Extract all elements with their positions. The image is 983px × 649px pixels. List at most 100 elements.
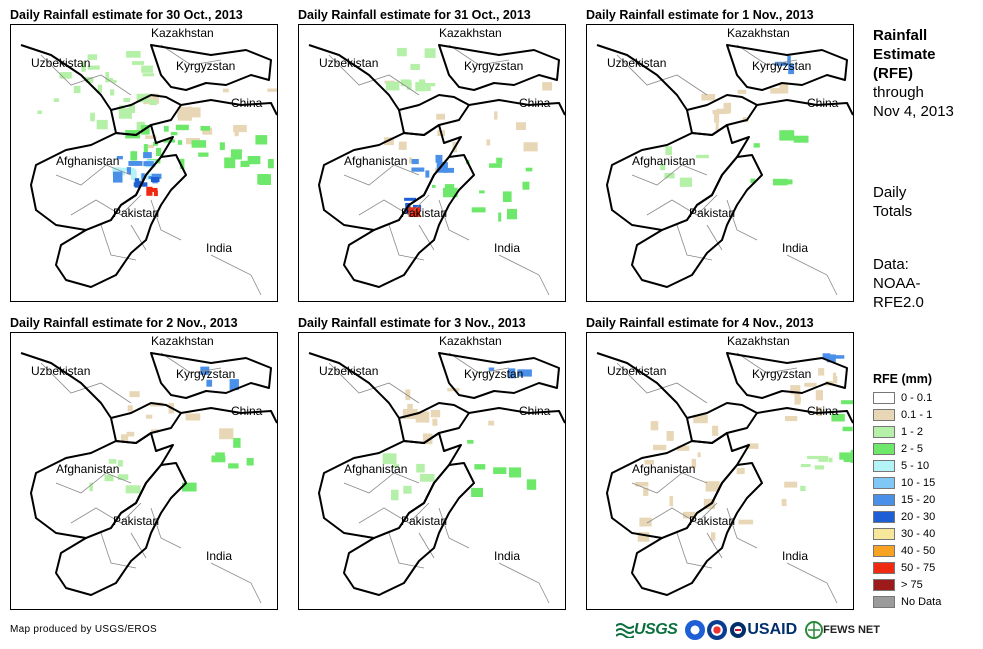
- country-boundaries: [20, 352, 277, 596]
- rain-cell: [188, 107, 201, 118]
- rain-cell: [163, 125, 169, 132]
- rain-cell: [693, 414, 708, 424]
- rain-cell: [402, 409, 418, 419]
- rain-cell: [129, 391, 140, 398]
- rain-cell: [818, 368, 825, 376]
- rain-cell: [797, 397, 801, 402]
- rain-cell: [818, 455, 829, 462]
- map-label-afghanistan: Afghanistan: [56, 154, 119, 168]
- rain-cell: [267, 159, 274, 169]
- rain-cell: [146, 414, 153, 419]
- map-label-kyrgyzstan: Kyrgyzstan: [176, 367, 235, 381]
- rain-cell: [525, 167, 533, 172]
- rain-cell: [228, 463, 239, 469]
- rain-cell: [108, 459, 117, 464]
- rain-cell: [200, 126, 210, 131]
- map-label-pakistan: Pakistan: [401, 206, 447, 220]
- map-label-afghanistan: Afghanistan: [632, 154, 695, 168]
- rain-cell: [398, 141, 407, 150]
- rain-cell: [96, 119, 108, 130]
- rain-cell: [234, 129, 239, 137]
- usaid-seal-icon: [730, 622, 747, 638]
- rain-cell: [182, 482, 197, 492]
- usgs-wordmark: USGS: [634, 621, 678, 638]
- map-label-kazakhstan: Kazakhstan: [151, 334, 214, 348]
- rain-cell: [385, 81, 400, 91]
- rain-cell: [522, 181, 530, 190]
- rain-cell: [794, 394, 801, 405]
- rain-cell: [403, 485, 412, 494]
- rain-cell: [779, 83, 789, 94]
- rain-cell: [784, 481, 798, 488]
- rain-cell: [650, 421, 659, 431]
- rain-cell: [644, 460, 654, 465]
- rain-cell: [471, 207, 486, 213]
- rain-cell: [90, 112, 95, 122]
- rainfall-map: Kazakhstan Uzbekistan Kyrgyzstan China Afgha…: [10, 24, 278, 302]
- rain-cell: [400, 79, 411, 87]
- rain-cell: [508, 368, 516, 379]
- rain-cell: [391, 489, 399, 501]
- map-label-kyrgyzstan: Kyrgyzstan: [464, 59, 523, 73]
- rain-cell: [397, 47, 407, 57]
- panel-title: Daily Rainfall estimate for 30 Oct., 201…: [10, 8, 243, 22]
- map-label-pakistan: Pakistan: [113, 514, 159, 528]
- rain-cell: [723, 102, 732, 112]
- rain-cell: [697, 452, 701, 458]
- rain-cell: [669, 496, 674, 507]
- rain-cell: [653, 444, 667, 451]
- map-label-uzbekistan: Uzbekistan: [607, 56, 666, 70]
- map-label-pakistan: Pakistan: [689, 514, 735, 528]
- rain-cell: [666, 431, 674, 441]
- rain-cell: [436, 162, 448, 173]
- map-label-kyrgyzstan: Kyrgyzstan: [752, 59, 811, 73]
- rain-cell: [779, 130, 795, 141]
- map-label-india: India: [782, 241, 808, 255]
- rain-cell: [639, 517, 652, 527]
- side-title: Rainfall Estimate (RFE): [873, 26, 936, 83]
- legend-swatch: [873, 561, 895, 574]
- rain-cell: [143, 144, 148, 153]
- rain-cell: [175, 124, 189, 131]
- rain-cell: [130, 151, 138, 161]
- rain-cell: [219, 142, 225, 150]
- legend-item: 1 - 2: [873, 423, 978, 440]
- map-label-uzbekistan: Uzbekistan: [319, 56, 378, 70]
- rainfall-map: Kazakhstan Uzbekistan Kyrgyzstan China Afgha…: [298, 24, 566, 302]
- through-label: through: [873, 84, 924, 101]
- rain-cell: [112, 80, 117, 84]
- rain-cell: [422, 433, 433, 445]
- rain-cell: [179, 158, 185, 169]
- country-boundaries: [20, 44, 277, 288]
- map-label-china: China: [231, 96, 263, 110]
- rain-cell: [255, 135, 268, 145]
- map-canvas: Kazakhstan Uzbekistan Kyrgyzstan China Afgha…: [596, 334, 853, 604]
- rain-cell: [516, 122, 526, 130]
- rain-cell: [89, 482, 93, 492]
- rain-cell: [382, 453, 397, 465]
- rain-cell: [73, 85, 81, 94]
- legend-item: 0.1 - 1: [873, 406, 978, 423]
- rfe-legend: RFE (mm) 0 - 0.1 0.1 - 1 1 - 2 2 - 5 5 - 10 1…: [873, 372, 978, 610]
- rain-cell: [416, 463, 425, 473]
- rain-cell: [140, 173, 153, 180]
- rain-cell: [839, 452, 852, 460]
- usgs-logo: USGS: [616, 621, 678, 639]
- legend-label: 40 - 50: [901, 544, 936, 557]
- rain-cell: [126, 167, 131, 175]
- rain-cell: [785, 416, 798, 422]
- country-boundaries: [308, 44, 565, 288]
- legend-item: > 75: [873, 576, 978, 593]
- legend-label: 15 - 20: [901, 493, 936, 506]
- rain-cell: [542, 82, 553, 91]
- province-boundaries: [616, 352, 838, 604]
- rain-cell: [135, 180, 142, 187]
- map-canvas: Kazakhstan Uzbekistan Kyrgyzstan China Afgha…: [596, 26, 853, 296]
- rain-cell: [120, 434, 129, 443]
- map-label-pakistan: Pakistan: [689, 206, 735, 220]
- rain-cell: [432, 184, 436, 188]
- rain-cell: [737, 89, 747, 94]
- rain-cell: [715, 120, 719, 131]
- rain-cell: [411, 159, 419, 165]
- rain-cell: [712, 425, 719, 436]
